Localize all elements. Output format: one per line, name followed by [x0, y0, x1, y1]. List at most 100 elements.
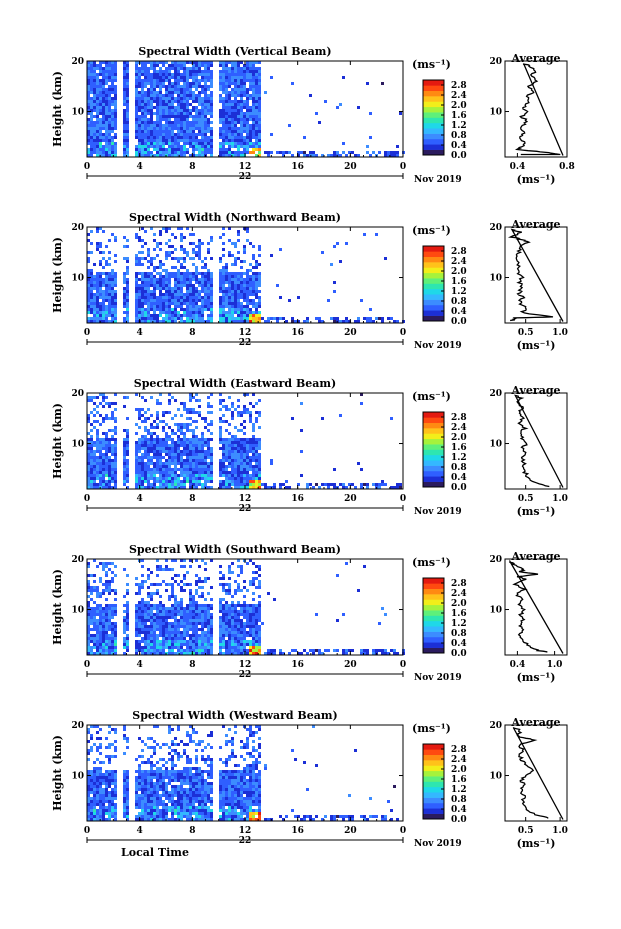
- colorbar-swatch: [423, 438, 444, 445]
- heatmap-cell: [156, 272, 159, 275]
- heatmap-cell: [237, 100, 240, 103]
- heatmap-cell: [99, 97, 102, 100]
- heatmap-cell: [201, 652, 204, 655]
- heatmap-cell: [198, 314, 201, 317]
- heatmap-cell: [192, 64, 195, 67]
- average-x-tick-label: 0.8: [559, 162, 575, 172]
- heatmap-cell: [153, 91, 156, 94]
- heatmap-cell: [291, 317, 294, 320]
- heatmap-cell: [168, 628, 171, 631]
- heatmap-cell: [246, 227, 249, 230]
- average-frame: [504, 60, 568, 158]
- heatmap-cell: [114, 604, 117, 607]
- heatmap-cell: [144, 625, 147, 628]
- heatmap-cell: [240, 97, 243, 100]
- heatmap-cell: [162, 227, 165, 230]
- heatmap-cell: [183, 296, 186, 299]
- heatmap-cell: [102, 317, 105, 320]
- heatmap-cell: [108, 562, 111, 565]
- heatmap-cell: [171, 559, 174, 562]
- heatmap-cell: [165, 640, 168, 643]
- heatmap-cell: [207, 320, 210, 323]
- heatmap-cell: [183, 314, 186, 317]
- heatmap-cell: [195, 393, 198, 396]
- heatmap-cell: [156, 112, 159, 115]
- heatmap-cell: [195, 619, 198, 622]
- heatmap-cell: [183, 616, 186, 619]
- heatmap-cell: [168, 148, 171, 151]
- heatmap-cell: [318, 317, 321, 320]
- heatmap-cell: [93, 97, 96, 100]
- heatmap-cell: [189, 242, 192, 245]
- heatmap-cell: [147, 637, 150, 640]
- heatmap-cell: [159, 483, 162, 486]
- heatmap-cell: [243, 67, 246, 70]
- heatmap-cell: [162, 112, 165, 115]
- heatmap-cell: [90, 275, 93, 278]
- heatmap-cell: [243, 317, 246, 320]
- heatmap-cell: [252, 429, 255, 432]
- heatmap-cell: [102, 296, 105, 299]
- heatmap-cell: [183, 622, 186, 625]
- heatmap-cell: [345, 486, 348, 489]
- heatmap-cell: [240, 486, 243, 489]
- heatmap-cell: [198, 399, 201, 402]
- heatmap-cell: [231, 82, 234, 85]
- heatmap-cell: [195, 85, 198, 88]
- heatmap-cell: [135, 610, 138, 613]
- heatmap-cell: [252, 118, 255, 121]
- heatmap-cell: [93, 474, 96, 477]
- heatmap-cell: [165, 67, 168, 70]
- heatmap-cell: [123, 456, 126, 459]
- heatmap-cell: [168, 477, 171, 480]
- heatmap-cell: [189, 61, 192, 64]
- heatmap-cell: [135, 432, 138, 435]
- heatmap-cell: [192, 82, 195, 85]
- heatmap-cell: [87, 414, 90, 417]
- heatmap-cell: [222, 136, 225, 139]
- heatmap-cell: [180, 299, 183, 302]
- heatmap-cell: [222, 115, 225, 118]
- heatmap-cell: [147, 296, 150, 299]
- heatmap-cell: [96, 435, 99, 438]
- heatmap-cell: [204, 76, 207, 79]
- heatmap-cell: [135, 278, 138, 281]
- heatmap-cell: [153, 613, 156, 616]
- heatmap-cell: [228, 486, 231, 489]
- heatmap-cell: [147, 275, 150, 278]
- heatmap-cell: [135, 109, 138, 112]
- heatmap-cell: [147, 76, 150, 79]
- heatmap-cell: [111, 124, 114, 127]
- heatmap-cell: [252, 151, 255, 154]
- heatmap-cell: [135, 260, 138, 263]
- heatmap-cell: [180, 266, 183, 269]
- heatmap-cell: [123, 61, 126, 64]
- heatmap-cell: [165, 619, 168, 622]
- heatmap-cell: [150, 293, 153, 296]
- y-axis-label: Height (km): [51, 569, 64, 645]
- heatmap-cell: [183, 453, 186, 456]
- heatmap-cell: [174, 88, 177, 91]
- heatmap-cell: [138, 450, 141, 453]
- heatmap-cell: [99, 100, 102, 103]
- heatmap-cell: [111, 468, 114, 471]
- heatmap-cell: [264, 320, 267, 323]
- heatmap-cell: [186, 269, 189, 272]
- heatmap-cell: [147, 625, 150, 628]
- heatmap-cell: [144, 242, 147, 245]
- heatmap-cell: [165, 459, 168, 462]
- heatmap-cell: [105, 79, 108, 82]
- heatmap-cell: [258, 82, 261, 85]
- heatmap-cell: [93, 402, 96, 405]
- heatmap-cell: [243, 91, 246, 94]
- heatmap-cell: [204, 613, 207, 616]
- heatmap-cell: [162, 646, 165, 649]
- heatmap-cell: [258, 100, 261, 103]
- heatmap-cell: [396, 145, 399, 148]
- heatmap-cell: [180, 643, 183, 646]
- heatmap-cell: [228, 109, 231, 112]
- heatmap-cell: [279, 486, 282, 489]
- heatmap-cell: [198, 483, 201, 486]
- heatmap-cell: [156, 625, 159, 628]
